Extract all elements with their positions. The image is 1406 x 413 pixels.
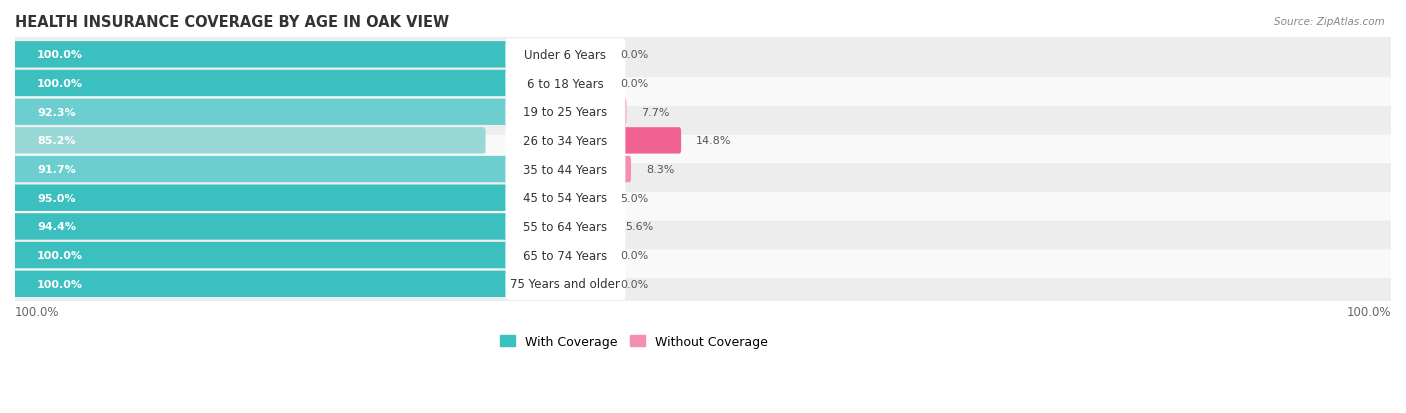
Text: 100.0%: 100.0% xyxy=(37,279,83,289)
Text: 100.0%: 100.0% xyxy=(37,50,83,60)
FancyBboxPatch shape xyxy=(13,99,524,126)
FancyBboxPatch shape xyxy=(505,211,626,243)
FancyBboxPatch shape xyxy=(11,204,1395,250)
Text: 0.0%: 0.0% xyxy=(620,251,648,261)
Text: 8.3%: 8.3% xyxy=(645,165,675,175)
Text: 14.8%: 14.8% xyxy=(696,136,731,146)
FancyBboxPatch shape xyxy=(13,71,567,97)
Text: 94.4%: 94.4% xyxy=(37,222,76,232)
Text: 0.0%: 0.0% xyxy=(620,279,648,289)
FancyBboxPatch shape xyxy=(564,128,681,154)
Text: 100.0%: 100.0% xyxy=(37,79,83,89)
FancyBboxPatch shape xyxy=(505,182,626,214)
Text: 6 to 18 Years: 6 to 18 Years xyxy=(527,77,603,90)
Text: 19 to 25 Years: 19 to 25 Years xyxy=(523,106,607,119)
Text: 55 to 64 Years: 55 to 64 Years xyxy=(523,221,607,233)
FancyBboxPatch shape xyxy=(564,42,606,68)
FancyBboxPatch shape xyxy=(505,39,626,71)
Text: Source: ZipAtlas.com: Source: ZipAtlas.com xyxy=(1274,17,1385,26)
FancyBboxPatch shape xyxy=(13,157,522,183)
FancyBboxPatch shape xyxy=(13,42,567,68)
Text: 95.0%: 95.0% xyxy=(37,193,76,203)
FancyBboxPatch shape xyxy=(13,128,485,154)
Text: 92.3%: 92.3% xyxy=(37,107,76,117)
Text: 5.6%: 5.6% xyxy=(626,222,654,232)
FancyBboxPatch shape xyxy=(13,271,567,297)
FancyBboxPatch shape xyxy=(11,176,1395,221)
FancyBboxPatch shape xyxy=(13,185,540,211)
FancyBboxPatch shape xyxy=(564,99,627,126)
Text: 0.0%: 0.0% xyxy=(620,50,648,60)
Text: 100.0%: 100.0% xyxy=(37,251,83,261)
FancyBboxPatch shape xyxy=(564,157,631,183)
FancyBboxPatch shape xyxy=(11,32,1395,78)
Text: 35 to 44 Years: 35 to 44 Years xyxy=(523,163,607,176)
FancyBboxPatch shape xyxy=(505,268,626,300)
FancyBboxPatch shape xyxy=(564,185,606,211)
Text: 100.0%: 100.0% xyxy=(1347,306,1391,318)
FancyBboxPatch shape xyxy=(11,90,1395,135)
Text: 100.0%: 100.0% xyxy=(15,306,59,318)
FancyBboxPatch shape xyxy=(13,242,567,268)
FancyBboxPatch shape xyxy=(505,240,626,271)
Text: 7.7%: 7.7% xyxy=(641,107,669,117)
FancyBboxPatch shape xyxy=(13,214,536,240)
FancyBboxPatch shape xyxy=(11,261,1395,307)
FancyBboxPatch shape xyxy=(11,233,1395,278)
FancyBboxPatch shape xyxy=(11,61,1395,107)
FancyBboxPatch shape xyxy=(505,125,626,157)
FancyBboxPatch shape xyxy=(505,154,626,186)
FancyBboxPatch shape xyxy=(11,118,1395,164)
Text: 26 to 34 Years: 26 to 34 Years xyxy=(523,135,607,147)
FancyBboxPatch shape xyxy=(11,147,1395,192)
Text: 65 to 74 Years: 65 to 74 Years xyxy=(523,249,607,262)
Text: Under 6 Years: Under 6 Years xyxy=(524,49,606,62)
Text: 85.2%: 85.2% xyxy=(37,136,76,146)
Text: HEALTH INSURANCE COVERAGE BY AGE IN OAK VIEW: HEALTH INSURANCE COVERAGE BY AGE IN OAK … xyxy=(15,15,449,30)
FancyBboxPatch shape xyxy=(564,271,606,297)
Text: 91.7%: 91.7% xyxy=(37,165,76,175)
FancyBboxPatch shape xyxy=(564,214,610,240)
Text: 5.0%: 5.0% xyxy=(620,193,648,203)
Text: 0.0%: 0.0% xyxy=(620,79,648,89)
Legend: With Coverage, Without Coverage: With Coverage, Without Coverage xyxy=(495,330,773,353)
FancyBboxPatch shape xyxy=(505,68,626,100)
Text: 75 Years and older: 75 Years and older xyxy=(510,278,620,291)
FancyBboxPatch shape xyxy=(505,96,626,128)
Text: 45 to 54 Years: 45 to 54 Years xyxy=(523,192,607,205)
FancyBboxPatch shape xyxy=(564,242,606,268)
FancyBboxPatch shape xyxy=(564,71,606,97)
